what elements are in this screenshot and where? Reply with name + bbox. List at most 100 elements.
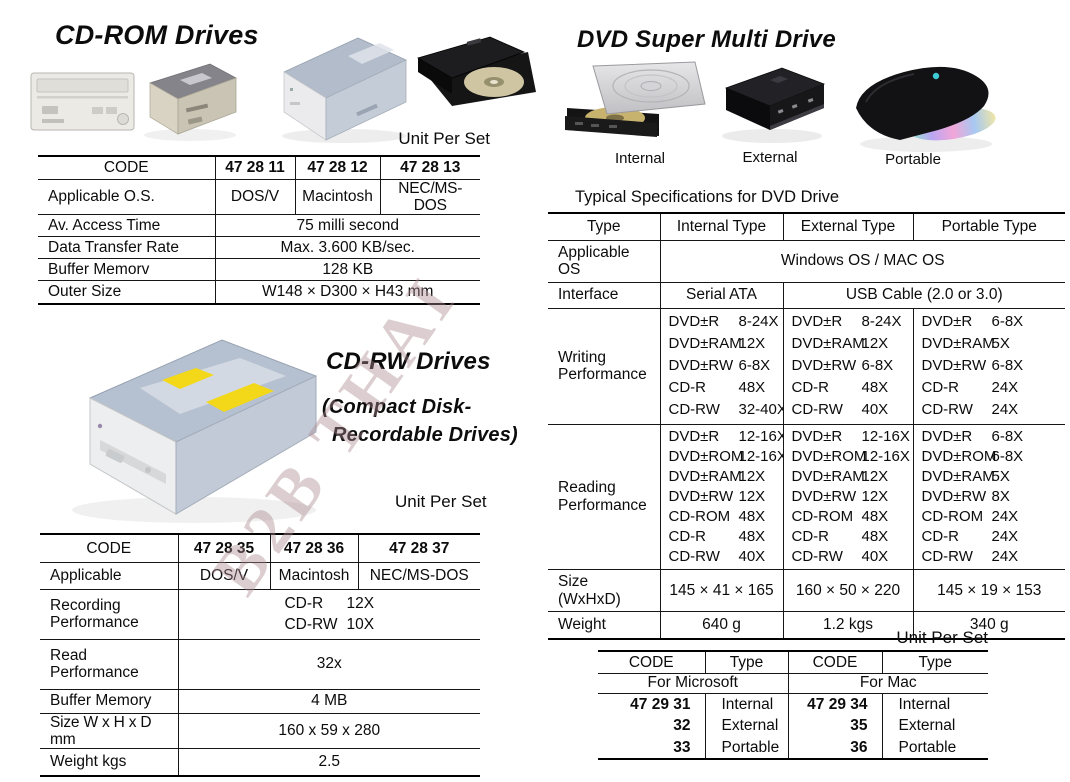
dvd-reading-internal: DVD±R 12-16X DVD±ROM 12-16X DVD±RAM 12X DVD±RW…: [659, 423, 784, 571]
cdrom-section-title: CD-ROM Drives: [55, 20, 259, 50]
dvd-type-label: Type: [548, 212, 661, 241]
dvd-interface-internal: Serial ATA: [659, 281, 784, 309]
cdrw-row-label: Buffer Memory: [40, 688, 179, 714]
cdrw-read-label: Read Performance: [40, 638, 179, 690]
cdrom-row-label: Data Transfer Rate: [38, 236, 216, 260]
dvd-section-title: DVD Super Multi Drive: [577, 26, 836, 53]
dvd-size-label: Size (WxHxD): [548, 569, 661, 613]
cdrom-code-1: 47 28 11: [214, 155, 296, 180]
dvd-weight-external: 1.2 kgs: [782, 611, 914, 640]
dvd-writing-label: Writing Performance: [548, 307, 661, 425]
cdrom-row-label: Outer Size: [38, 280, 216, 305]
dvd-internal-drive-image: [565, 61, 706, 137]
codes-header-code-ms: CODE: [598, 650, 706, 674]
performance-entry: CD-R 24X: [921, 379, 1019, 397]
code-value: 35: [787, 715, 883, 737]
type-value: External: [704, 715, 789, 737]
performance-entry: CD-RW 32-40X: [668, 401, 783, 419]
performance-entry: DVD±R 12-16X: [668, 427, 783, 445]
performance-entry: DVD±RAM 5X: [921, 334, 1010, 352]
cdrw-os-label: Applicable: [40, 561, 179, 590]
dvd-external-drive-image: [722, 67, 826, 143]
dvd-weight-label: Weight: [548, 611, 661, 640]
performance-entry: CD-ROM 48X: [668, 507, 766, 525]
cdrw-subtitle-line2: Recordable Drives): [332, 424, 518, 446]
performance-entry: DVD±RW 6-8X: [668, 356, 771, 374]
performance-entry: CD-R 48X: [668, 527, 766, 545]
performance-entry: CD-ROM 48X: [791, 507, 889, 525]
type-value: Portable: [704, 737, 789, 760]
type-value: Internal: [704, 692, 789, 715]
codes-group-mac: For Mac: [787, 672, 988, 694]
type-value: External: [881, 715, 988, 737]
cdrom-spec-table: CODE 47 28 11 47 28 12 47 28 13 Applicab…: [38, 155, 480, 305]
cdrom-drive-slim-external-image: [416, 36, 536, 106]
dvd-os-value: Windows OS / MAC OS: [659, 239, 1065, 283]
performance-entry: DVD±R 8-24X: [668, 312, 779, 330]
cdrw-row-value: 160 x 59 x 280: [177, 712, 480, 750]
cdrw-recording-values: CD-R 12X CD-RW 10X: [177, 588, 480, 640]
cdrw-section-title: CD-RW Drives: [326, 348, 491, 375]
type-value: Portable: [881, 737, 988, 760]
dvd-external-label: External: [742, 149, 798, 166]
cdrw-os-3: NEC/MS-DOS: [357, 561, 480, 590]
performance-entry: DVD±R 6-8X: [921, 312, 1024, 330]
performance-entry: DVD±RAM 12X: [791, 334, 889, 352]
performance-entry: CD-R 48X: [791, 527, 889, 545]
dvd-os-label: Applicable OS: [548, 239, 661, 283]
dvd-spec-table: Type Internal Type External Type Portabl…: [548, 212, 1065, 640]
dvd-reading-external: DVD±R 12-16X DVD±ROM 12-16X DVD±RAM 12X DVD±RW…: [782, 423, 914, 571]
performance-entry: DVD±ROM 12-16X: [668, 447, 783, 465]
cdrom-os-2: Macintosh: [294, 178, 381, 216]
dvd-writing-internal: DVD±R 8-24X DVD±RAM 12X DVD±RW 6-8X CD-R 48X CD-…: [659, 307, 784, 425]
dvd-type-portable: Portable Type: [912, 212, 1065, 241]
performance-entry: CD-RW 24X: [921, 548, 1019, 566]
performance-entry: CD-ROM 24X: [921, 507, 1019, 525]
performance-entry: DVD±R 12-16X: [791, 427, 910, 445]
cdrom-drive-beige-angled-image: [144, 63, 237, 141]
cdrom-os-3: NEC/MS-DOS: [379, 178, 480, 216]
codes-header-type-ms: Type: [704, 650, 789, 674]
performance-entry: DVD±RW 12X: [791, 487, 889, 505]
dvd-type-external: External Type: [782, 212, 914, 241]
performance-entry: DVD±RW 6-8X: [921, 356, 1024, 374]
cdrom-code-3: 47 28 13: [379, 155, 480, 180]
dvd-size-portable: 145 × 19 × 153: [912, 569, 1065, 613]
dvd-weight-portable: 340 g: [912, 611, 1065, 640]
cdrom-row-label: Buffer Memorv: [38, 258, 216, 282]
performance-entry: DVD±RW 6-8X: [791, 356, 894, 374]
dvd-type-internal: Internal Type: [659, 212, 784, 241]
dvd-reading-portable: DVD±R 6-8X DVD±ROM 6-8X DVD±RAM 5X DVD±RW 8X CD-…: [912, 423, 1065, 571]
dvd-unit-per-set: Unit Per Set: [896, 628, 988, 647]
performance-entry: DVD±RAM 5X: [921, 467, 1010, 485]
cdrw-spec-table: CODE 47 28 35 47 28 36 47 28 37 Applicab…: [40, 533, 480, 777]
performance-entry: DVD±RAM 12X: [668, 334, 766, 352]
cdrom-code-header: CODE: [38, 155, 216, 180]
performance-entry: CD-R 24X: [921, 527, 1019, 545]
dvd-size-internal: 145 × 41 × 165: [659, 569, 784, 613]
codes-header-type-mac: Type: [881, 650, 988, 674]
cdrom-row-value: 128 KB: [214, 258, 480, 282]
performance-entry: DVD±ROM 12-16X: [791, 447, 910, 465]
performance-entry: DVD±RAM 12X: [668, 467, 766, 485]
performance-entry: DVD±RW 12X: [668, 487, 766, 505]
cdrom-os-label: Applicable O.S.: [38, 178, 216, 216]
performance-entry: CD-RW 40X: [791, 548, 889, 566]
dvd-writing-external: DVD±R 8-24X DVD±RAM 12X DVD±RW 6-8X CD-R 48X CD-…: [782, 307, 914, 425]
cdrw-os-2: Macintosh: [269, 561, 359, 590]
cdrw-row-value: 2.5: [177, 748, 480, 777]
performance-entry: DVD±R 6-8X: [921, 427, 1024, 445]
code-value: 36: [787, 737, 883, 760]
cdrw-row-label: Weight kgs: [40, 748, 179, 777]
dvd-spec-heading: Typical Specifications for DVD Drive: [575, 188, 840, 206]
cdrw-code-2: 47 28 36: [269, 533, 359, 563]
performance-entry: CD-RW 10X: [284, 616, 375, 633]
codes-header-code-mac: CODE: [787, 650, 883, 674]
dvd-portable-label: Portable: [885, 151, 941, 168]
cdrw-subtitle-line1: (Compact Disk-: [322, 396, 472, 418]
code-value: 47 29 34: [787, 692, 883, 715]
performance-entry: DVD±ROM 6-8X: [921, 447, 1024, 465]
cdrw-code-header: CODE: [40, 533, 179, 563]
performance-entry: CD-R 48X: [668, 379, 766, 397]
